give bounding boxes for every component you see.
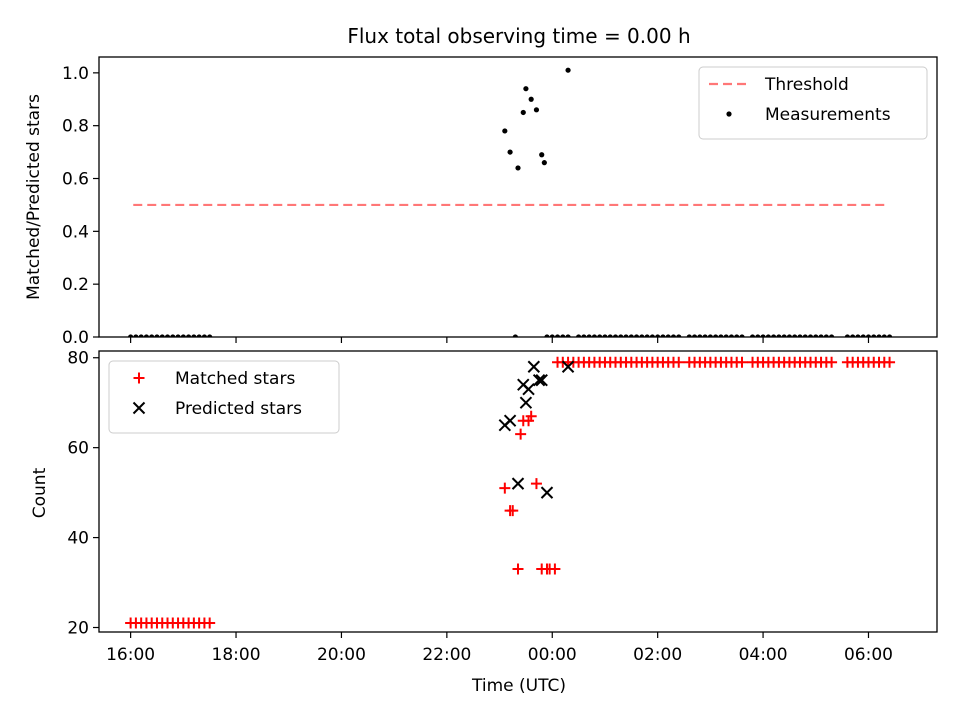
- y-tick-label: 0.4: [62, 222, 89, 242]
- x-tick-label: 04:00: [739, 645, 788, 665]
- legend-entry-predicted-stars: Predicted stars: [132, 399, 302, 419]
- data-point: [204, 617, 216, 629]
- data-point: [565, 67, 571, 73]
- data-point: [523, 86, 529, 92]
- data-point: [561, 360, 575, 373]
- legend-box: [108, 360, 340, 434]
- data-point: [502, 128, 508, 134]
- y-tick-label: 0.6: [62, 170, 89, 190]
- legend: Threshold Measurements: [698, 66, 928, 140]
- data-point: [507, 505, 519, 517]
- legend-handle: [132, 401, 146, 415]
- legend-entry-matched-stars: Matched stars: [133, 369, 295, 389]
- data-point: [511, 477, 525, 490]
- y-tick-label: 1.0: [62, 64, 89, 84]
- data-point: [884, 356, 896, 368]
- legend-handle: [133, 372, 145, 384]
- data-point: [533, 107, 540, 113]
- axes-frame: [98, 56, 938, 338]
- legend-label: Threshold: [764, 75, 849, 95]
- data-point: [520, 109, 526, 116]
- y-tick-label: 80: [67, 349, 89, 369]
- bottom-y-axis-label: Count: [30, 467, 50, 518]
- y-tick-label: 60: [67, 439, 89, 459]
- legend-label: Matched stars: [175, 369, 295, 389]
- top-y-axis-label: Matched/Predicted stars: [24, 94, 44, 300]
- data-point: [499, 482, 511, 494]
- plot-area: [125, 356, 896, 629]
- data-point: [530, 478, 542, 490]
- x-tick-label: 02:00: [633, 645, 682, 665]
- data-point: [515, 428, 527, 440]
- top-panel: 0.0 0.2 0.4 0.6 0.8 1.0 Threshold Measurements: [62, 56, 938, 348]
- data-point: [826, 356, 838, 368]
- data-point: [503, 414, 517, 427]
- x-tick-label: 16:00: [106, 645, 155, 665]
- data-point: [519, 396, 533, 409]
- data-point: [515, 165, 521, 171]
- data-point: [527, 360, 541, 373]
- legend-label: Predicted stars: [175, 399, 302, 419]
- x-tick-label: 18:00: [212, 645, 261, 665]
- data-point: [549, 563, 561, 575]
- x-tick-label: 00:00: [528, 645, 577, 665]
- data-point: [540, 486, 554, 499]
- legend-box: [698, 66, 928, 140]
- x-axis-label: Time (UTC): [471, 676, 566, 696]
- chart-title: Flux total observing time = 0.00 h: [347, 24, 690, 48]
- x-tick-label: 22:00: [422, 645, 471, 665]
- bottom-panel: 20 40 60 80 16:00 18:00 20:00 22:00 00:00 02:00 04…: [67, 349, 938, 665]
- data-point: [539, 152, 545, 158]
- data-point: [535, 374, 548, 387]
- data-point: [528, 96, 534, 102]
- data-point: [507, 149, 513, 155]
- legend-entry-measurements: Measurements: [726, 105, 891, 125]
- y-tick-label: 40: [67, 529, 89, 549]
- x-tick-label: 06:00: [844, 645, 893, 665]
- data-point: [512, 563, 524, 575]
- y-tick-label: 0.8: [62, 117, 89, 137]
- data-point: [525, 410, 537, 422]
- y-tick-label: 20: [67, 619, 89, 639]
- legend: Matched stars Predicted stars: [108, 360, 340, 434]
- x-tick-label: 20:00: [317, 645, 366, 665]
- legend-label: Measurements: [765, 105, 891, 125]
- data-point: [541, 160, 547, 166]
- data-point: [522, 383, 535, 396]
- legend-entry-threshold: Threshold: [709, 75, 849, 95]
- data-point: [532, 374, 546, 387]
- series-predicted-stars: [498, 360, 575, 499]
- data-point: [673, 356, 685, 368]
- legend-handle: [726, 111, 732, 117]
- y-tick-label: 0.0: [62, 328, 89, 348]
- axes-frame: [98, 350, 938, 633]
- data-point: [736, 356, 748, 368]
- y-tick-label: 0.2: [62, 275, 89, 295]
